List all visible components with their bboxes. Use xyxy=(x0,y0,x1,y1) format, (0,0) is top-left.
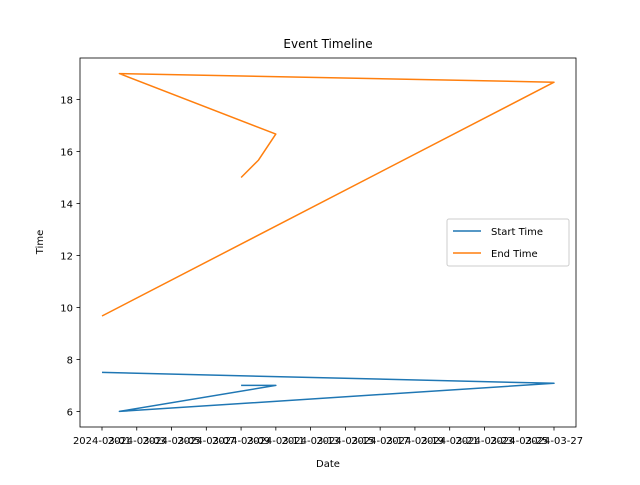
x-tick-label: 2024-03-19 xyxy=(386,436,444,447)
series-line-end-time xyxy=(101,72,555,317)
series-layer xyxy=(101,72,555,413)
legend: Start Time End Time xyxy=(446,218,570,267)
x-axis: 2024-03-012024-03-032024-03-052024-03-07… xyxy=(73,427,583,447)
x-tick-label: 2024-03-03 xyxy=(108,436,166,447)
y-axis: 6 8 10 12 14 16 18 xyxy=(60,96,80,418)
x-tick-label: 2024-03-01 xyxy=(73,436,131,447)
y-tick-label: 14 xyxy=(60,200,73,211)
plot-frame xyxy=(79,57,577,428)
x-tick-label: 2024-03-25 xyxy=(490,436,548,447)
x-tick-label: 2024-03-23 xyxy=(455,436,513,447)
y-tick-label: 16 xyxy=(60,148,73,159)
legend-label: End Time xyxy=(491,249,538,260)
x-tick-label: 2024-03-15 xyxy=(316,436,374,447)
y-tick-label: 10 xyxy=(60,303,73,314)
x-tick-label: 2024-03-21 xyxy=(421,436,479,447)
series-line-start-time xyxy=(101,371,555,413)
y-tick-label: 6 xyxy=(67,407,73,418)
x-axis-label: Date xyxy=(316,459,340,470)
x-tick-label: 2024-03-09 xyxy=(212,436,270,447)
x-tick-label: 2024-03-07 xyxy=(177,436,235,447)
x-tick-label: 2024-03-11 xyxy=(247,436,305,447)
y-tick-label: 18 xyxy=(60,96,73,107)
y-tick-label: 12 xyxy=(60,251,73,262)
y-axis-label: Time xyxy=(35,230,46,255)
x-tick-label: 2024-03-05 xyxy=(142,436,200,447)
x-tick-label: 2024-03-27 xyxy=(525,436,583,447)
x-tick-label: 2024-03-17 xyxy=(351,436,409,447)
y-tick-label: 8 xyxy=(67,355,73,366)
chart-title: Event Timeline xyxy=(283,37,372,51)
legend-label: Start Time xyxy=(491,227,543,238)
x-tick-label: 2024-03-13 xyxy=(282,436,340,447)
